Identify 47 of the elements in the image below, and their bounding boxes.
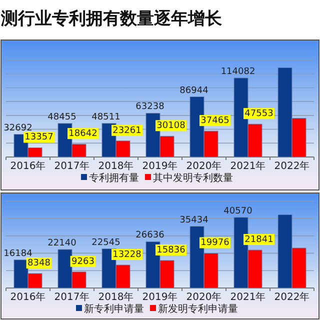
data-label: 26636: [136, 230, 165, 241]
x-tick-label: 2022年: [274, 160, 310, 172]
data-label: 8348: [28, 258, 51, 268]
data-label: 32692: [4, 123, 32, 134]
chart-title: 测行业专利拥有数量逐年增长: [0, 9, 223, 29]
data-label: 48455: [48, 112, 76, 122]
data-label: 114082: [220, 66, 256, 77]
data-label: 22140: [48, 238, 77, 248]
data-label: 30108: [156, 121, 186, 132]
data-label: 47553: [244, 109, 274, 120]
data-label: 16184: [4, 248, 33, 259]
x-tick-label: 2022年: [274, 291, 310, 303]
series-label: 新专利申请量: [84, 303, 144, 315]
data-label: 15836: [156, 245, 186, 256]
data-label: 23261: [112, 126, 142, 136]
data-label: 9263: [72, 256, 94, 267]
x-tick-label: 2021年: [230, 160, 266, 172]
data-label: 21841: [244, 234, 274, 245]
data-label: 40570: [224, 206, 253, 216]
legend-item: 其中发明专利数量: [145, 173, 233, 184]
legend-item: 新发明专利申请量: [150, 304, 238, 315]
x-tick-label: 2021年: [230, 291, 266, 303]
legend-item: 专利拥有量: [81, 173, 139, 184]
data-label: 63238: [136, 102, 165, 112]
data-label: 13357: [24, 132, 54, 143]
data-label: 35434: [180, 215, 209, 226]
x-tick-label: 2018年: [98, 291, 134, 303]
legend-label: 其中发明专利数量: [153, 172, 233, 184]
x-tick-label: 2017年: [54, 291, 90, 303]
data-label: 37465: [200, 116, 230, 126]
series-label: 专利拥有量: [89, 172, 139, 184]
x-tick-label: 2019年: [142, 291, 178, 303]
data-label: 22545: [92, 238, 120, 248]
legend-item: 新专利申请量: [76, 304, 144, 315]
x-tick-label: 2020年: [186, 160, 222, 172]
legend-label: 新发明专利申请量: [158, 303, 238, 315]
x-tick-label: 2016年: [10, 291, 46, 303]
x-tick-label: 2016年: [10, 160, 46, 172]
data-label: 18642: [68, 129, 98, 140]
data-label: 86944: [180, 86, 209, 96]
x-tick-label: 2019年: [142, 160, 178, 172]
data-label: 13228: [112, 250, 142, 260]
x-tick-label: 2020年: [186, 291, 222, 303]
x-tick-label: 2017年: [54, 160, 90, 172]
data-label: 48511: [92, 112, 120, 122]
x-tick-label: 2018年: [98, 160, 134, 172]
data-label: 19976: [200, 238, 230, 248]
